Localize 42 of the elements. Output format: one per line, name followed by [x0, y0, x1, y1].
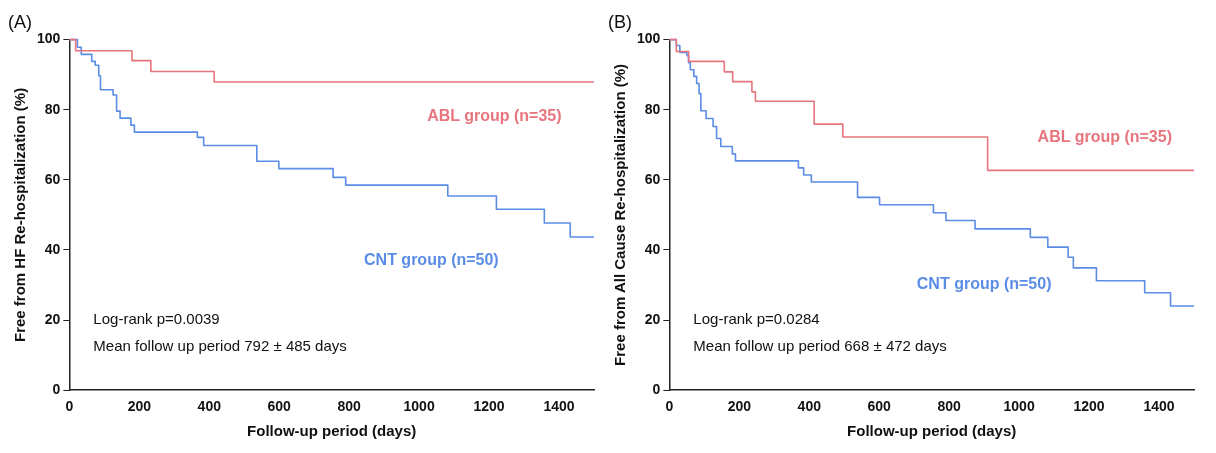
y-tick-label: 0 [652, 381, 661, 398]
series-label: ABL group (n=35) [1037, 128, 1172, 146]
y-tick-label: 40 [44, 240, 61, 257]
y-tick-label: 40 [644, 240, 661, 257]
y-tick-label: 80 [644, 100, 661, 117]
x-tick-label: 1400 [543, 398, 575, 415]
x-axis-title: Follow-up period (days) [247, 422, 417, 440]
x-axis-title: Follow-up period (days) [847, 422, 1017, 440]
chart-title: (A) [8, 11, 32, 32]
x-tick-label: 0 [65, 398, 74, 415]
y-tick-label: 20 [44, 310, 61, 327]
series-label: CNT group (n=50) [916, 275, 1052, 293]
y-tick-label: 60 [44, 170, 61, 187]
x-tick-label: 1000 [403, 398, 435, 415]
annotation: Mean follow up period 668 ± 472 days [693, 336, 947, 354]
y-tick-label: 20 [644, 310, 661, 327]
y-tick-label: 100 [637, 30, 661, 47]
annotation: Mean follow up period 792 ± 485 days [93, 336, 347, 354]
x-tick-label: 400 [197, 398, 222, 415]
text: CNT group (n=50) [364, 250, 499, 268]
x-tick-label: 400 [797, 398, 822, 415]
y-tick-label: 100 [37, 30, 61, 47]
x-tick-label: 0 [665, 398, 674, 415]
y-tick-label: 80 [44, 100, 61, 117]
annotation: Log-rank p=0.0039 [93, 310, 220, 328]
y-axis-title: Free from All Cause Re-hospitalization (%) [611, 63, 629, 366]
x-tick-label: 1000 [1003, 398, 1035, 415]
chart-title: (B) [608, 11, 632, 32]
x-tick-label: 800 [937, 398, 962, 415]
x-tick-label: 600 [867, 398, 892, 415]
x-tick-label: 200 [727, 398, 752, 415]
series-label: ABL group (n=35) [427, 107, 562, 125]
y-tick-label: 0 [52, 381, 61, 398]
x-tick-label: 1400 [1143, 398, 1175, 415]
annotation: Log-rank p=0.0284 [693, 310, 820, 328]
x-tick-label: 200 [127, 398, 152, 415]
x-tick-label: 1200 [1073, 398, 1105, 415]
y-axis-title: Free from HF Re-hospitalization (%) [11, 87, 29, 342]
y-tick-label: 60 [644, 170, 661, 187]
x-tick-label: 800 [337, 398, 362, 415]
x-tick-label: 1200 [473, 398, 505, 415]
x-tick-label: 600 [267, 398, 292, 415]
